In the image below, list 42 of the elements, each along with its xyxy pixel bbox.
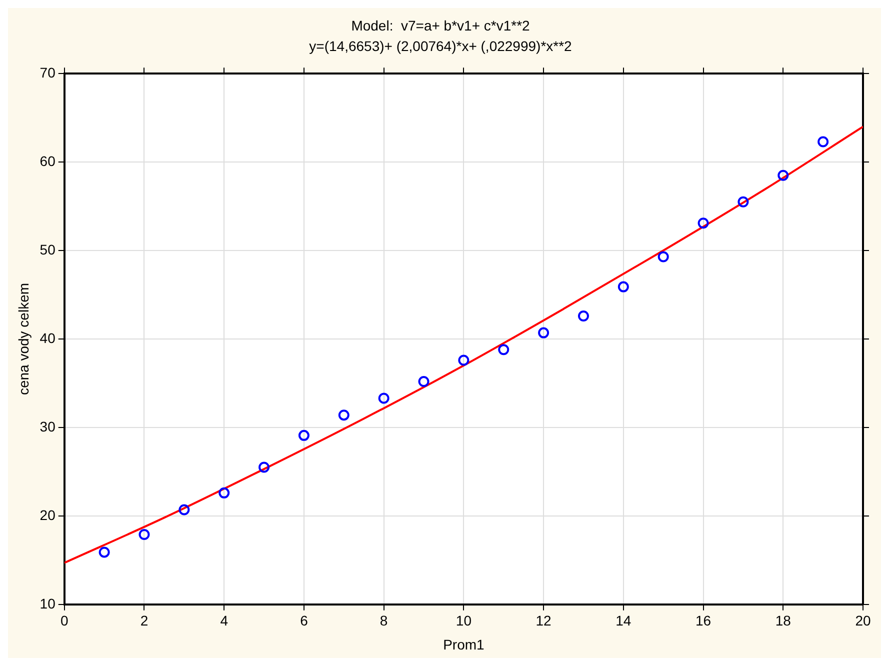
point (498, 344, 510, 356)
point (178, 504, 190, 516)
point (778, 170, 789, 181)
point (818, 136, 829, 148)
y-tick-label: 50 (40, 241, 56, 258)
point (218, 487, 230, 498)
chart-subtitle: y=(14,6653)+ (2,00764)*x+ (,022999)*x**2 (309, 38, 572, 54)
y-tick-label: 10 (40, 595, 56, 612)
x-tick-label: 10 (456, 612, 472, 629)
x-tick-label: 12 (536, 612, 552, 629)
point (738, 196, 749, 208)
x-tick-label: 20 (855, 612, 871, 629)
y-tick-label: 40 (40, 330, 56, 346)
x-tick-label: 4 (220, 612, 228, 629)
point (98, 546, 110, 558)
y-tick-label: 30 (40, 418, 56, 434)
x-tick-label: 6 (300, 612, 308, 629)
y-tick-label: 60 (40, 152, 56, 169)
x-tick-label: 16 (695, 612, 712, 629)
point (538, 327, 550, 338)
line-series (64, 126, 863, 564)
x-axis-title: Prom1 (443, 636, 485, 652)
y-axis-title: cena vody celkem (15, 282, 32, 396)
x-tick-label: 18 (775, 612, 792, 629)
x-tick-label: 2 (140, 612, 148, 629)
chart-title: Model: v7=a+ b*v1+ c*v1**2 (351, 17, 530, 34)
point (258, 462, 270, 473)
point (658, 251, 669, 262)
point (378, 392, 390, 404)
point (698, 218, 709, 229)
point (298, 430, 310, 441)
point (338, 410, 350, 421)
x-tick-label: 8 (380, 612, 388, 629)
point (618, 281, 629, 292)
point (458, 354, 470, 366)
x-tick-label: 14 (616, 612, 632, 629)
point (138, 529, 150, 540)
y-tick-label: 70 (40, 64, 56, 80)
point (418, 376, 430, 387)
y-tick-label: 20 (40, 506, 56, 523)
x-tick-label: 0 (60, 612, 68, 629)
point (578, 310, 589, 322)
